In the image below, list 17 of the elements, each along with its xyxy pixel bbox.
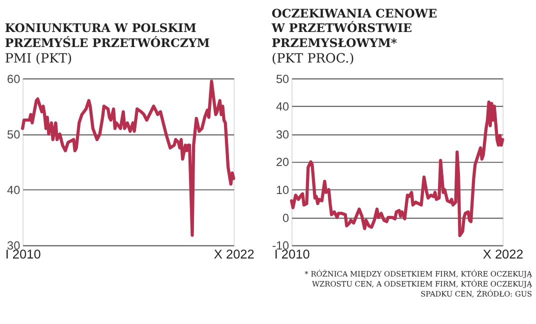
y-tick-label: 20 (276, 156, 290, 170)
x-tick-label: X 2022 (482, 246, 524, 262)
line-series (290, 100, 504, 238)
y-tick-label: 30 (276, 128, 290, 142)
x-tick-label: X 2022 (214, 246, 254, 262)
y-tick-label: 40 (276, 100, 290, 114)
y-tick-label: 50 (7, 128, 21, 142)
y-tick-label: 0 (282, 212, 290, 225)
chart-title: OCZEKIWANIA CENOWE W PRZETWÓRSTWIE PRZEMYSŁOWYM* (270, 6, 438, 50)
y-tick-label: 10 (276, 184, 290, 198)
chart-subtitle: PMI (PKT) (4, 52, 72, 67)
y-tick-label: 50 (276, 72, 290, 86)
y-tick-label: 60 (7, 72, 21, 86)
line-series (21, 80, 236, 237)
chart-title: KONIUNKTURA W POLSKIM PRZEMYŚLE PRZETWÓRCZYM (4, 21, 210, 50)
y-tick-label: 40 (7, 184, 21, 198)
chart-subtitle: (PKT PROC.) (272, 52, 354, 67)
